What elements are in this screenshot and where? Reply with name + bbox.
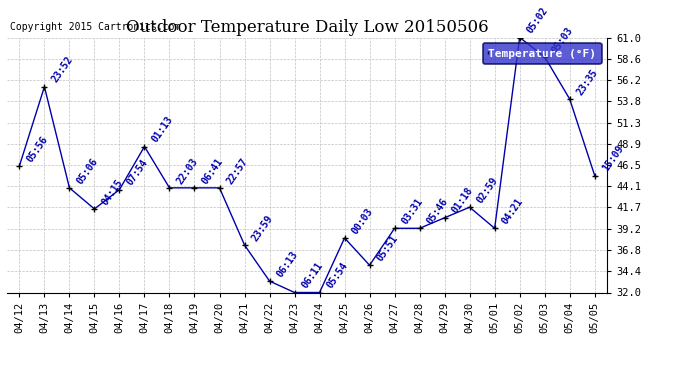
Text: 22:57: 22:57 [225, 156, 250, 186]
Text: 04:15: 04:15 [100, 177, 125, 207]
Legend: Temperature (°F): Temperature (°F) [482, 43, 602, 64]
Text: 00:03: 00:03 [350, 206, 375, 236]
Text: 06:13: 06:13 [275, 249, 300, 279]
Text: 06:41: 06:41 [200, 156, 225, 186]
Text: 22:03: 22:03 [175, 156, 200, 186]
Text: 15:09: 15:09 [600, 144, 625, 173]
Text: 23:35: 23:35 [575, 67, 600, 97]
Text: 05:06: 05:06 [75, 156, 100, 186]
Title: Outdoor Temperature Daily Low 20150506: Outdoor Temperature Daily Low 20150506 [126, 19, 489, 36]
Text: 03:31: 03:31 [400, 196, 425, 226]
Text: 23:52: 23:52 [50, 55, 75, 85]
Text: 23:59: 23:59 [250, 213, 275, 243]
Text: 01:18: 01:18 [450, 186, 475, 216]
Text: 01:13: 01:13 [150, 115, 175, 144]
Text: 06:11: 06:11 [300, 261, 325, 290]
Text: 05:51: 05:51 [375, 233, 400, 263]
Text: Copyright 2015 Cartronics.com: Copyright 2015 Cartronics.com [10, 22, 180, 32]
Text: 05:56: 05:56 [25, 134, 50, 164]
Text: 05:46: 05:46 [425, 196, 450, 226]
Text: 05:03: 05:03 [550, 25, 575, 55]
Text: 04:21: 04:21 [500, 196, 525, 226]
Text: 02:59: 02:59 [475, 175, 500, 205]
Text: 05:02: 05:02 [525, 6, 550, 35]
Text: 07:54: 07:54 [125, 158, 150, 188]
Text: 05:54: 05:54 [325, 261, 350, 290]
